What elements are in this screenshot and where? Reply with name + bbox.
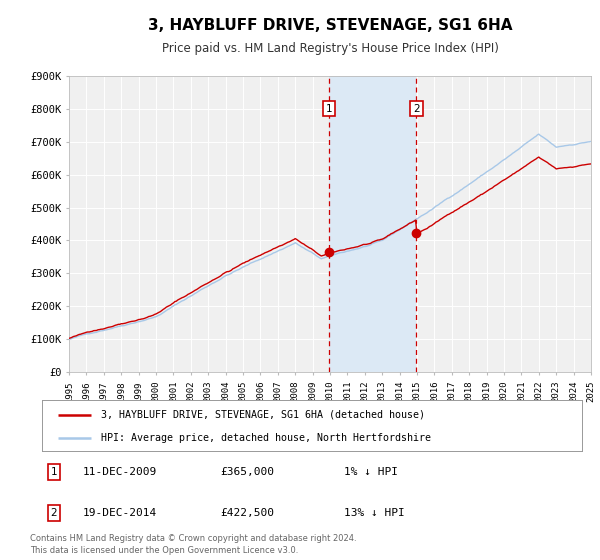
Bar [329,76,416,372]
Text: £365,000: £365,000 [220,468,274,478]
Text: Price paid vs. HM Land Registry's House Price Index (HPI): Price paid vs. HM Land Registry's House … [161,42,499,55]
Text: 11-DEC-2009: 11-DEC-2009 [83,468,157,478]
Text: 3, HAYBLUFF DRIVE, STEVENAGE, SG1 6HA (detached house): 3, HAYBLUFF DRIVE, STEVENAGE, SG1 6HA (d… [101,409,425,419]
Text: 1% ↓ HPI: 1% ↓ HPI [344,468,398,478]
Text: Contains HM Land Registry data © Crown copyright and database right 2024.
This d: Contains HM Land Registry data © Crown c… [30,534,356,555]
Text: 1: 1 [50,468,57,478]
Text: 3, HAYBLUFF DRIVE, STEVENAGE, SG1 6HA: 3, HAYBLUFF DRIVE, STEVENAGE, SG1 6HA [148,18,512,32]
Text: 2: 2 [50,508,57,518]
Text: 2: 2 [413,104,420,114]
Text: 1: 1 [326,104,332,114]
Text: £422,500: £422,500 [220,508,274,518]
Text: 19-DEC-2014: 19-DEC-2014 [83,508,157,518]
Text: 13% ↓ HPI: 13% ↓ HPI [344,508,405,518]
Text: HPI: Average price, detached house, North Hertfordshire: HPI: Average price, detached house, Nort… [101,433,431,443]
